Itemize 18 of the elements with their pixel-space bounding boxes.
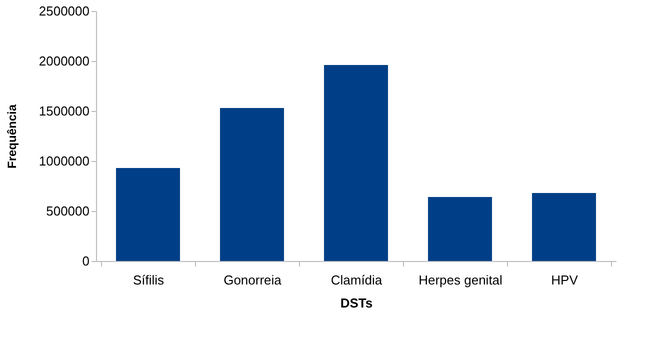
y-tick-label: 2500000 [38, 4, 90, 18]
x-tick-label: Sífilis [132, 272, 165, 288]
bar [324, 65, 388, 261]
x-tick-label: Clamídia [330, 272, 383, 288]
x-tick-label: Gonorreia [224, 272, 282, 288]
y-tick-label: 500000 [46, 204, 90, 218]
bar [220, 108, 284, 261]
y-tick-label: 2000000 [38, 54, 90, 68]
x-axis-title: DSTs [340, 296, 373, 310]
x-tick-label: HPV [551, 272, 578, 288]
y-axis-title: Frequência [4, 104, 19, 169]
bar [116, 168, 180, 261]
y-tick-label: 0 [82, 254, 90, 268]
y-tick-label: 1000000 [38, 154, 90, 168]
bar [532, 193, 596, 261]
x-tick-label: Herpes genital [418, 272, 503, 288]
bar [428, 197, 492, 261]
y-tick-label: 1500000 [38, 104, 90, 118]
